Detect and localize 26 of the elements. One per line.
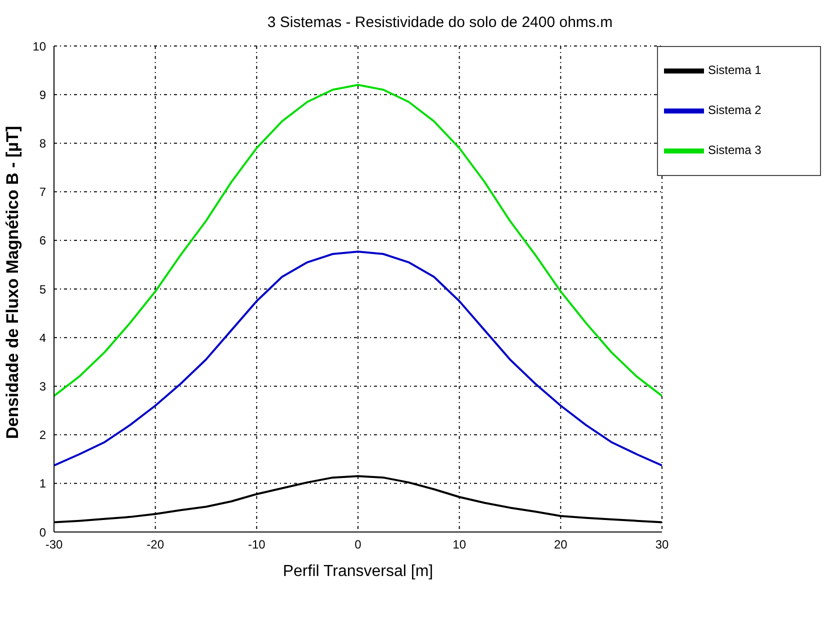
y-tick-label: 4 [39, 330, 46, 345]
y-tick-label: 2 [39, 428, 46, 442]
y-tick-label: 9 [39, 88, 46, 102]
y-tick-label: 10 [32, 39, 46, 54]
line-series [54, 84, 662, 397]
y-tick-label: 7 [39, 185, 46, 200]
y-tick-label: 3 [39, 379, 46, 394]
legend-label: Sistema 2 [708, 103, 762, 118]
x-axis-title: Perfil Transversal [m] [282, 563, 434, 580]
x-tick-label: -20 [146, 538, 164, 552]
y-axis-title: Densidade de Fluxo Magnético B - [µT] [3, 126, 22, 439]
x-tick-label: 30 [655, 538, 669, 552]
x-tick-label: -30 [45, 538, 63, 552]
y-tick-label: 5 [39, 282, 46, 296]
x-tick-label: -10 [248, 538, 266, 552]
x-tick-label: 10 [452, 538, 466, 552]
x-tick-label: 0 [354, 538, 362, 552]
y-tick-label: 0 [39, 525, 46, 540]
legend-label: Sistema 1 [708, 63, 762, 78]
legend-label: Sistema 3 [708, 143, 762, 158]
line-series [54, 250, 662, 466]
chart-title: 3 Sistemas - Resistividade do solo de 2400 ohms.m [266, 14, 614, 31]
y-tick-label: 8 [39, 136, 46, 150]
x-tick-label: 20 [554, 538, 568, 552]
y-tick-label: 1 [39, 476, 46, 491]
y-tick-label: 6 [39, 234, 46, 248]
